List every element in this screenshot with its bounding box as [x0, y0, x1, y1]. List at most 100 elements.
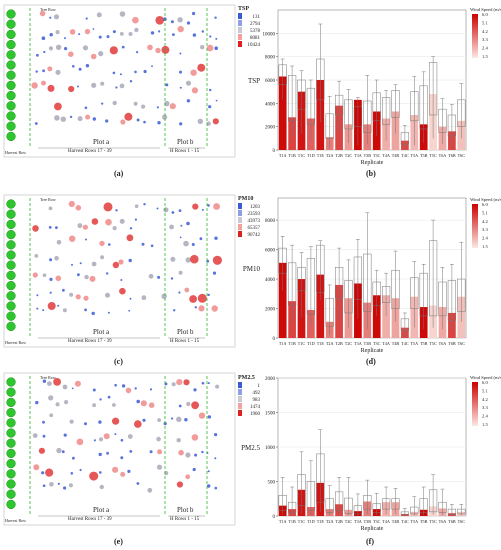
sample-dot [185, 257, 191, 263]
panel-label-b: (b) [366, 169, 376, 178]
map-legend-swatch [238, 27, 242, 33]
box-T2B [334, 491, 344, 511]
sample-dot [192, 11, 196, 16]
map-frame [3, 372, 236, 526]
sample-dot [68, 200, 75, 208]
sample-dot [212, 118, 219, 125]
box-T1C [297, 474, 306, 506]
map-legend-swatch [238, 20, 242, 26]
sample-dot [147, 44, 153, 51]
sample-dot [140, 400, 147, 407]
harvest-rows-a-label: Harvest Rows 17 - 39 [68, 149, 112, 154]
map-legend-value: 90742 [248, 233, 261, 238]
sample-dot [112, 100, 117, 106]
x-tick-label: T3B [364, 341, 372, 346]
sample-dot [34, 254, 39, 258]
box-T4C [400, 511, 410, 515]
sample-dot [178, 209, 182, 212]
map-legend-title: PM10 [238, 196, 253, 202]
sample-dot [190, 69, 197, 76]
sample-dot [47, 381, 52, 386]
sample-dot [68, 85, 75, 93]
sample-dot [112, 466, 119, 473]
x-tick-label: T6B [448, 519, 456, 524]
y-axis-label: TSP [248, 77, 260, 85]
sample-dot [170, 277, 174, 280]
box-T1E [316, 58, 325, 101]
harvest-rows-a-label: Harvest Rows 17 - 39 [68, 517, 112, 522]
sample-dot [64, 47, 68, 51]
x-tick-label: T1D [307, 519, 315, 524]
sample-dot [134, 218, 137, 221]
sample-dot [49, 277, 53, 281]
sample-dot [215, 384, 220, 389]
sample-dot [171, 382, 176, 387]
x-tick-label: T6B [448, 153, 456, 158]
sample-dot [112, 71, 116, 75]
sample-dot [76, 438, 84, 446]
sample-dot [134, 27, 139, 33]
sample-dot [170, 256, 176, 262]
map-panel-pm10: Tree Row Harvest Row Plot a Plot b Harve… [3, 194, 236, 348]
x-tick-label: T2A [326, 153, 334, 158]
sample-dot [214, 457, 217, 460]
sample-dot [114, 433, 117, 436]
sample-dot [192, 33, 197, 37]
x-tick-label: T5B [420, 519, 428, 524]
sample-dot [178, 449, 184, 456]
sample-dot [184, 418, 188, 422]
sample-dot [84, 274, 89, 280]
x-tick-label: T4B [392, 341, 400, 346]
sample-dot [192, 203, 199, 210]
box-T5A [410, 277, 419, 309]
sample-dot [214, 46, 218, 50]
sample-dot [180, 224, 183, 227]
harvest-rows-b-label: H Rows 1 - 15 [170, 339, 200, 344]
tree-bush-icon [6, 50, 16, 60]
sample-dot [155, 47, 161, 54]
sample-dot [68, 51, 74, 57]
y-tick-label: 8000 [265, 56, 276, 61]
x-tick-label: T1D [307, 153, 315, 158]
map-frame [3, 194, 236, 348]
sample-dot [194, 453, 198, 457]
map-legend-value: 43973 [248, 219, 261, 224]
sample-dot [125, 387, 132, 394]
y-tick-label: 2000 [265, 377, 276, 382]
sample-dot [107, 311, 110, 314]
map-legend-value: 5378 [250, 29, 261, 34]
tree-bush-icon [6, 270, 16, 281]
sample-dot [48, 395, 54, 401]
wind-legend-value: 6.0 [482, 202, 488, 207]
plot-a-label: Plot a [93, 138, 110, 146]
map-legend-swatch [238, 210, 242, 216]
map-panel-pm25: Tree Row Harvest Row Plot a Plot b Harve… [3, 372, 236, 526]
sample-dot [43, 50, 46, 54]
sample-dot [176, 438, 181, 443]
box-T2A [325, 113, 334, 139]
sample-dot [49, 16, 52, 19]
y-tick-label: 6000 [265, 79, 276, 84]
sample-dot [143, 203, 146, 206]
sample-dot [169, 224, 175, 230]
sample-dot [186, 401, 191, 407]
sample-dot [121, 384, 126, 388]
sample-dot [55, 226, 58, 229]
sample-dot [53, 378, 61, 386]
box-T3A [353, 505, 363, 515]
tree-bush-icon [6, 291, 16, 301]
sample-dot [48, 46, 54, 51]
sample-dot [99, 240, 105, 247]
sample-dot [191, 87, 198, 94]
bush-column [6, 377, 16, 510]
y-tick-label: 0 [273, 515, 276, 520]
tree-bush-icon [6, 479, 16, 489]
wind-legend-value: 3.3 [482, 227, 488, 232]
sample-dot [143, 69, 147, 74]
sample-dot [214, 433, 218, 437]
sample-dot [62, 308, 67, 313]
sample-dot [108, 243, 111, 246]
sample-dot [149, 388, 153, 391]
sample-dot [47, 302, 56, 310]
sample-dot [54, 256, 59, 261]
